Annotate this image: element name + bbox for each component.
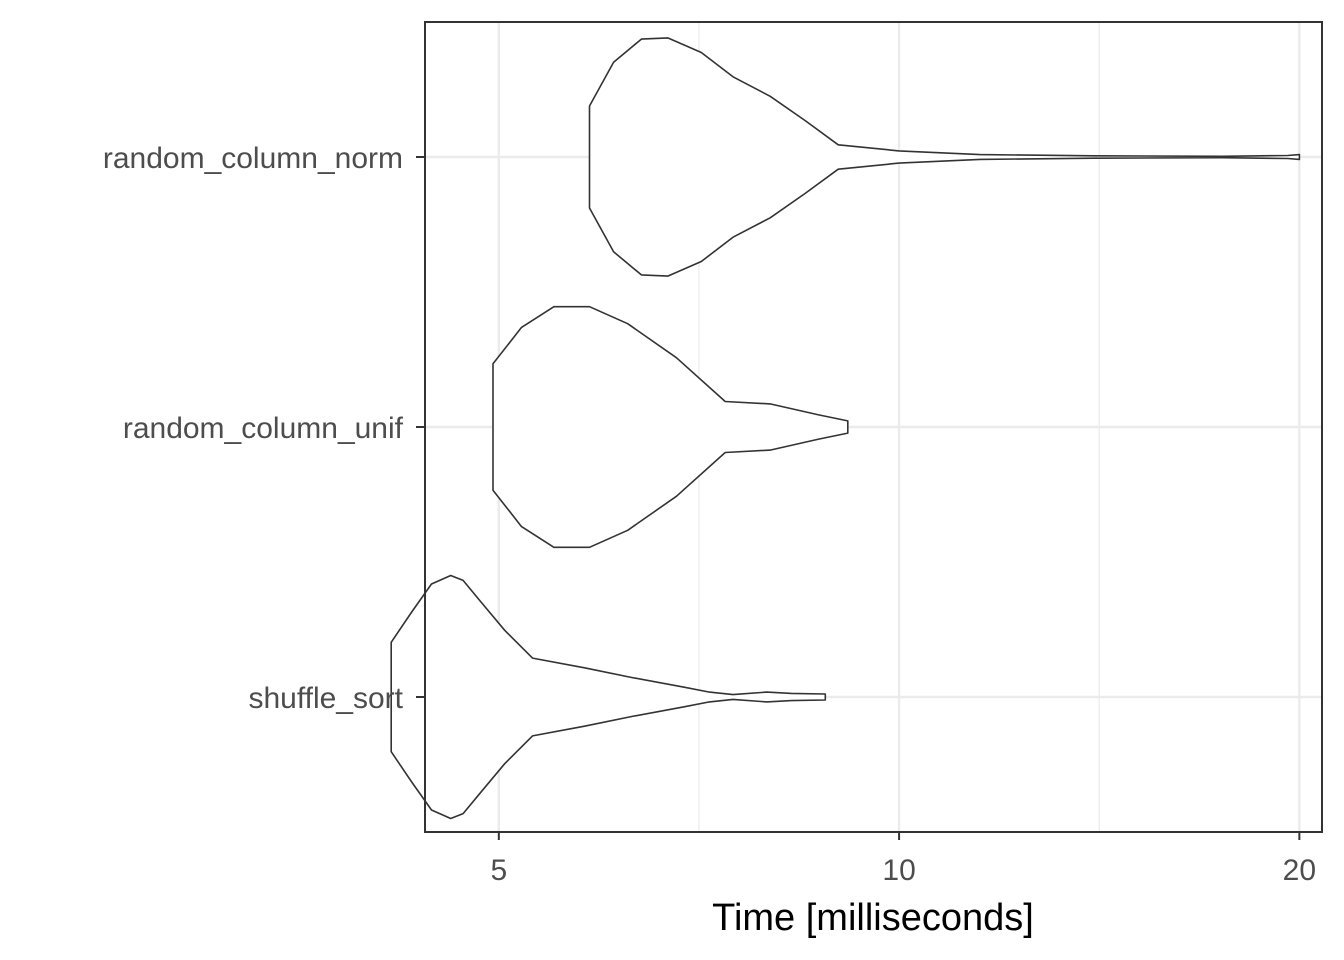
violin-random-column-norm	[588, 37, 1301, 277]
violin-shuffle-sort	[390, 574, 827, 820]
x-tick-label: 10	[882, 854, 915, 887]
x-tick-label: 20	[1283, 854, 1316, 887]
y-tick-label: shuffle_sort	[248, 682, 403, 715]
violins	[390, 37, 1301, 820]
x-axis: 5 10 20	[490, 832, 1316, 887]
y-tick-label: random_column_unif	[123, 412, 404, 445]
y-axis: shuffle_sort random_column_unif random_col…	[103, 142, 425, 715]
x-axis-title: Time [milliseconds]	[712, 897, 1034, 939]
x-tick-label: 5	[490, 854, 507, 887]
y-tick-label: random_column_norm	[103, 142, 403, 175]
violin-random-column-unif	[492, 305, 849, 549]
